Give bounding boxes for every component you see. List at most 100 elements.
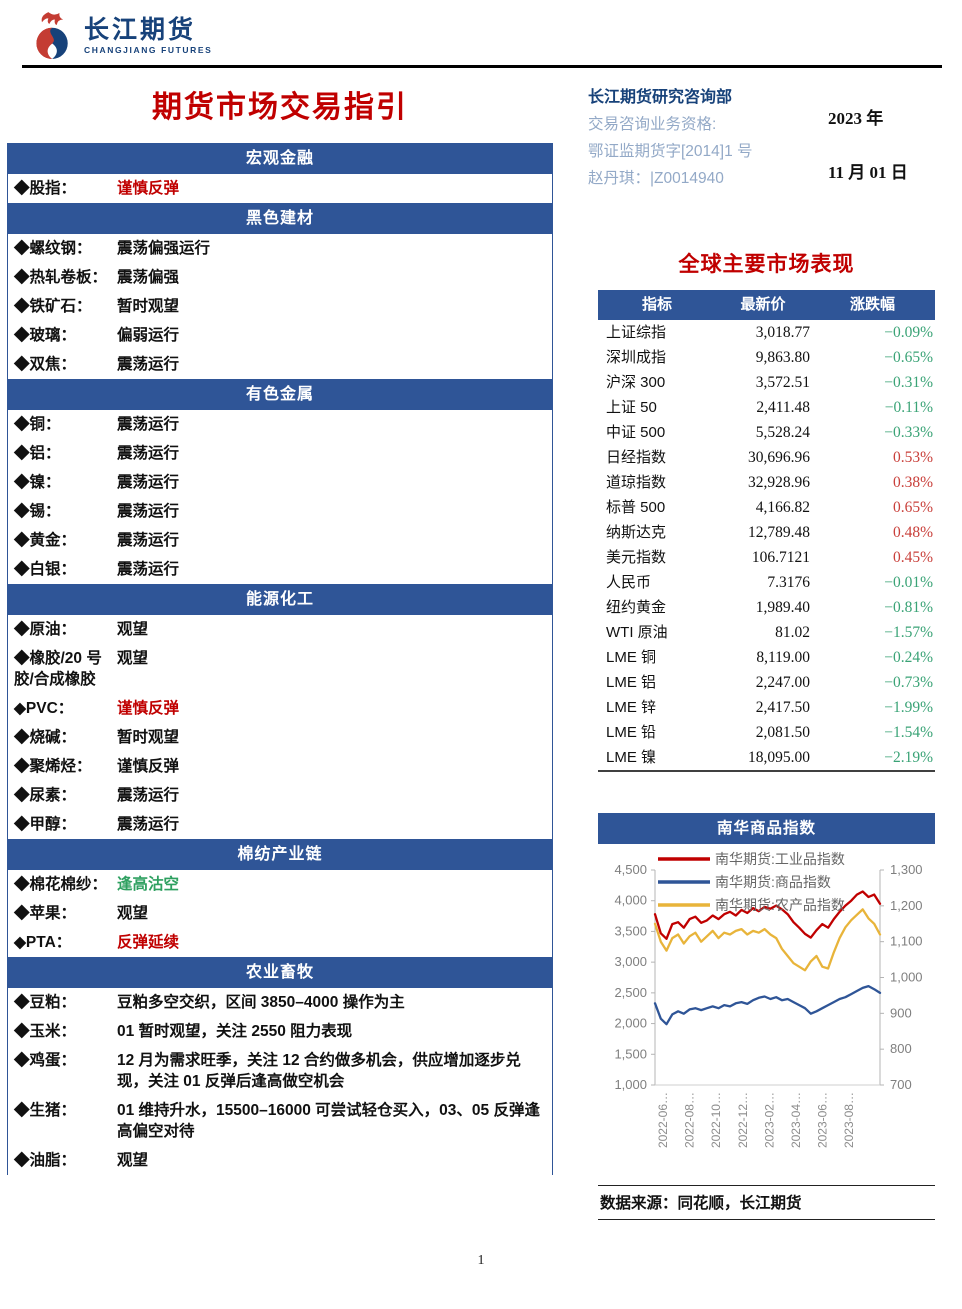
indicator-change: 0.38% <box>892 474 933 491</box>
indicator-change: −0.65% <box>884 349 933 366</box>
guide-row: ◆PTA： 反弹延续 <box>8 928 552 957</box>
guide-row: ◆棉花棉纱： 逢高沽空 <box>8 870 552 899</box>
guide-row: ◆黄金： 震荡运行 <box>8 526 552 555</box>
svg-text:2,500: 2,500 <box>614 985 647 1000</box>
guide-label: ◆橡胶/20 号胶/合成橡胶 <box>14 650 102 688</box>
col-header-change: 涨跌幅 <box>849 296 895 313</box>
svg-text:3,500: 3,500 <box>614 923 647 938</box>
svg-text:南华期货:工业品指数: 南华期货:工业品指数 <box>715 851 845 867</box>
guide-label: ◆螺纹钢： <box>14 240 92 257</box>
indicator-change: −0.24% <box>884 649 933 666</box>
guide-label: ◆鸡蛋： <box>14 1052 77 1069</box>
market-row: 上证 50 2,411.48 −0.11% <box>598 395 935 420</box>
svg-text:700: 700 <box>890 1077 912 1092</box>
indicator-change: −0.01% <box>884 574 933 591</box>
market-row: 道琼指数 32,928.96 0.38% <box>598 470 935 495</box>
section-header: 能源化工 <box>8 584 552 615</box>
market-row: LME 铜 8,119.00 −0.24% <box>598 645 935 670</box>
analyst-id: 赵丹琪：|Z0014940 <box>588 170 724 187</box>
indicator-change: −0.73% <box>884 674 933 691</box>
market-row: LME 镍 18,095.00 −2.19% <box>598 745 935 770</box>
svg-text:3,000: 3,000 <box>614 954 647 969</box>
guide-label: ◆白银： <box>14 561 77 578</box>
indicator-price: 3,572.51 <box>755 374 810 391</box>
market-row: 纳斯达克 12,789.48 0.48% <box>598 520 935 545</box>
guide-value: 震荡运行 <box>117 445 180 462</box>
market-row: 标普 500 4,166.82 0.65% <box>598 495 935 520</box>
market-row: LME 锌 2,417.50 −1.99% <box>598 695 935 720</box>
guide-value: 暂时观望 <box>117 298 180 315</box>
indicator-price: 106.7121 <box>751 549 810 566</box>
guide-value: 震荡运行 <box>117 787 180 804</box>
indicator-price: 81.02 <box>775 624 810 641</box>
indicator-name: 道琼指数 <box>606 474 667 491</box>
guide-value: 震荡运行 <box>117 561 180 578</box>
svg-text:2023-04…: 2023-04… <box>789 1092 803 1148</box>
guide-row: ◆玉米： 01 暂时观望，关注 2550 阻力表现 <box>8 1017 552 1046</box>
guide-label: ◆PVC： <box>14 700 74 717</box>
guide-row: ◆尿素： 震荡运行 <box>8 781 552 810</box>
indicator-name: LME 铝 <box>606 674 657 691</box>
guide-row: ◆双焦： 震荡运行 <box>8 350 552 379</box>
market-table-body: 上证综指 3,018.77 −0.09% 深圳成指 9,863.80 −0.65% 沪深 3… <box>598 320 935 770</box>
guide-value: 观望 <box>117 905 149 922</box>
guide-label: ◆铜： <box>14 416 61 433</box>
guide-label: ◆玉米： <box>14 1023 77 1040</box>
svg-text:2023-06…: 2023-06… <box>816 1092 830 1148</box>
indicator-change: 0.65% <box>892 499 933 516</box>
market-row: 深圳成指 9,863.80 −0.65% <box>598 345 935 370</box>
svg-text:2022-12…: 2022-12… <box>736 1092 750 1148</box>
indicator-price: 8,119.00 <box>756 649 810 666</box>
guide-value: 震荡偏强 <box>117 269 180 286</box>
svg-text:2022-06…: 2022-06… <box>656 1092 670 1148</box>
indicator-price: 32,928.96 <box>748 474 810 491</box>
guide-value: 震荡运行 <box>117 503 180 520</box>
indicator-name: LME 镍 <box>606 749 657 766</box>
market-row: 美元指数 106.7121 0.45% <box>598 545 935 570</box>
indicator-name: WTI 原油 <box>606 624 668 641</box>
guide-label: ◆豆粕： <box>14 994 77 1011</box>
guide-row: ◆股指： 谨慎反弹 <box>8 174 552 203</box>
svg-text:1,300: 1,300 <box>890 862 923 877</box>
guide-row: ◆豆粕： 豆粕多空交织，区间 3850–4000 操作为主 <box>8 988 552 1017</box>
guide-label: ◆棉花棉纱： <box>14 876 108 893</box>
qualification-label: 交易咨询业务资格: <box>588 116 717 133</box>
guide-value: 震荡偏强运行 <box>117 240 211 257</box>
indicator-price: 2,247.00 <box>755 674 810 691</box>
guide-value: 观望 <box>117 650 149 667</box>
guide-label: ◆尿素： <box>14 787 77 804</box>
market-row: LME 铅 2,081.50 −1.54% <box>598 720 935 745</box>
svg-text:2022-08…: 2022-08… <box>683 1092 697 1148</box>
guide-label: ◆PTA： <box>14 934 72 951</box>
indicator-change: −1.57% <box>884 624 933 641</box>
indicator-price: 18,095.00 <box>748 749 810 766</box>
indicator-name: 日经指数 <box>606 449 667 466</box>
market-row: 人民币 7.3176 −0.01% <box>598 570 935 595</box>
report-year: 2023 年 <box>828 109 884 128</box>
indicator-change: −0.11% <box>884 399 933 416</box>
guide-label: ◆热轧卷板： <box>14 269 108 286</box>
brand-logo: 长江期货 CHANGJIANG FUTURES <box>30 10 212 62</box>
svg-text:2022-10…: 2022-10… <box>709 1092 723 1148</box>
indicator-change: −1.54% <box>884 724 933 741</box>
svg-text:2,000: 2,000 <box>614 1016 647 1031</box>
guide-value: 震荡运行 <box>117 816 180 833</box>
section-header: 棉纺产业链 <box>8 839 552 870</box>
guide-row: ◆生猪： 01 维持升水，15500–16000 可尝试轻仓买入，03、05 反弹… <box>8 1096 552 1146</box>
guide-value: 震荡运行 <box>117 474 180 491</box>
guide-label: ◆铁矿石： <box>14 298 92 315</box>
svg-text:2023-02…: 2023-02… <box>762 1092 776 1148</box>
guide-label: ◆原油： <box>14 621 77 638</box>
guide-row: ◆螺纹钢： 震荡偏强运行 <box>8 234 552 263</box>
market-row: 上证综指 3,018.77 −0.09% <box>598 320 935 345</box>
section-header: 黑色建材 <box>8 203 552 234</box>
indicator-change: 0.53% <box>892 449 933 466</box>
guide-value: 震荡运行 <box>117 416 180 433</box>
dept-name: 长江期货研究咨询部 <box>588 89 733 106</box>
indicator-price: 2,417.50 <box>755 699 810 716</box>
indicator-change: −0.31% <box>884 374 933 391</box>
indicator-name: 美元指数 <box>606 549 667 566</box>
svg-text:南华期货:商品指数: 南华期货:商品指数 <box>715 874 831 890</box>
guide-row: ◆镍： 震荡运行 <box>8 468 552 497</box>
market-row: WTI 原油 81.02 −1.57% <box>598 620 935 645</box>
